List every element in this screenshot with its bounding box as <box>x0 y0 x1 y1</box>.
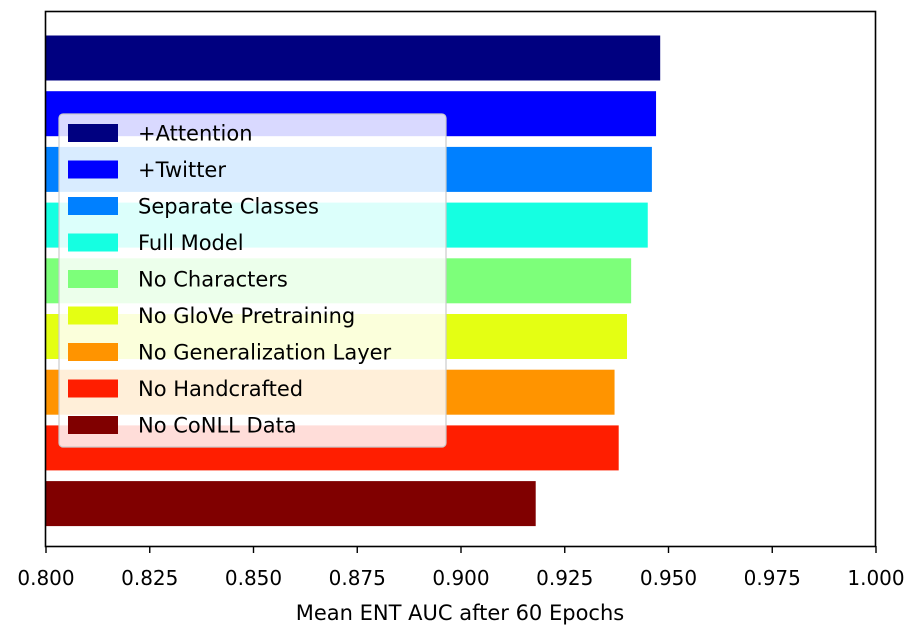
legend-label: No Handcrafted <box>138 377 303 401</box>
legend-label: No GloVe Pretraining <box>138 304 355 328</box>
legend-label: No CoNLL Data <box>138 414 297 438</box>
legend-label: No Characters <box>138 268 288 292</box>
legend-label: Separate Classes <box>138 195 319 219</box>
legend-swatch <box>68 307 118 325</box>
legend-swatch <box>68 124 118 142</box>
legend-swatch <box>68 270 118 288</box>
x-tick-label: 1.000 <box>847 566 904 590</box>
x-axis-ticks: 0.800 0.825 0.850 0.875 0.900 0.925 0.950 0.975… <box>17 546 904 590</box>
x-tick-label: 0.950 <box>640 566 697 590</box>
x-tick-label: 0.900 <box>432 566 489 590</box>
x-tick-label: 0.925 <box>536 566 593 590</box>
bar-8 <box>46 481 536 526</box>
legend-swatch <box>68 343 118 361</box>
legend-swatch <box>68 161 118 179</box>
legend-swatch <box>68 197 118 215</box>
x-tick-label: 0.975 <box>744 566 801 590</box>
legend-label: +Attention <box>138 122 253 146</box>
legend-label: Full Model <box>138 231 244 255</box>
legend: +Attention +Twitter Separate Classes Full M… <box>59 114 446 447</box>
x-tick-label: 0.800 <box>17 566 74 590</box>
legend-swatch <box>68 380 118 398</box>
x-tick-label: 0.850 <box>225 566 282 590</box>
legend-label: No Generalization Layer <box>138 341 392 365</box>
legend-swatch <box>68 416 118 434</box>
x-tick-label: 0.875 <box>329 566 386 590</box>
legend-swatch <box>68 234 118 252</box>
bar-0 <box>46 36 660 81</box>
x-tick-label: 0.825 <box>121 566 178 590</box>
x-axis-label: Mean ENT AUC after 60 Epochs <box>296 601 624 625</box>
legend-label: +Twitter <box>138 158 226 182</box>
